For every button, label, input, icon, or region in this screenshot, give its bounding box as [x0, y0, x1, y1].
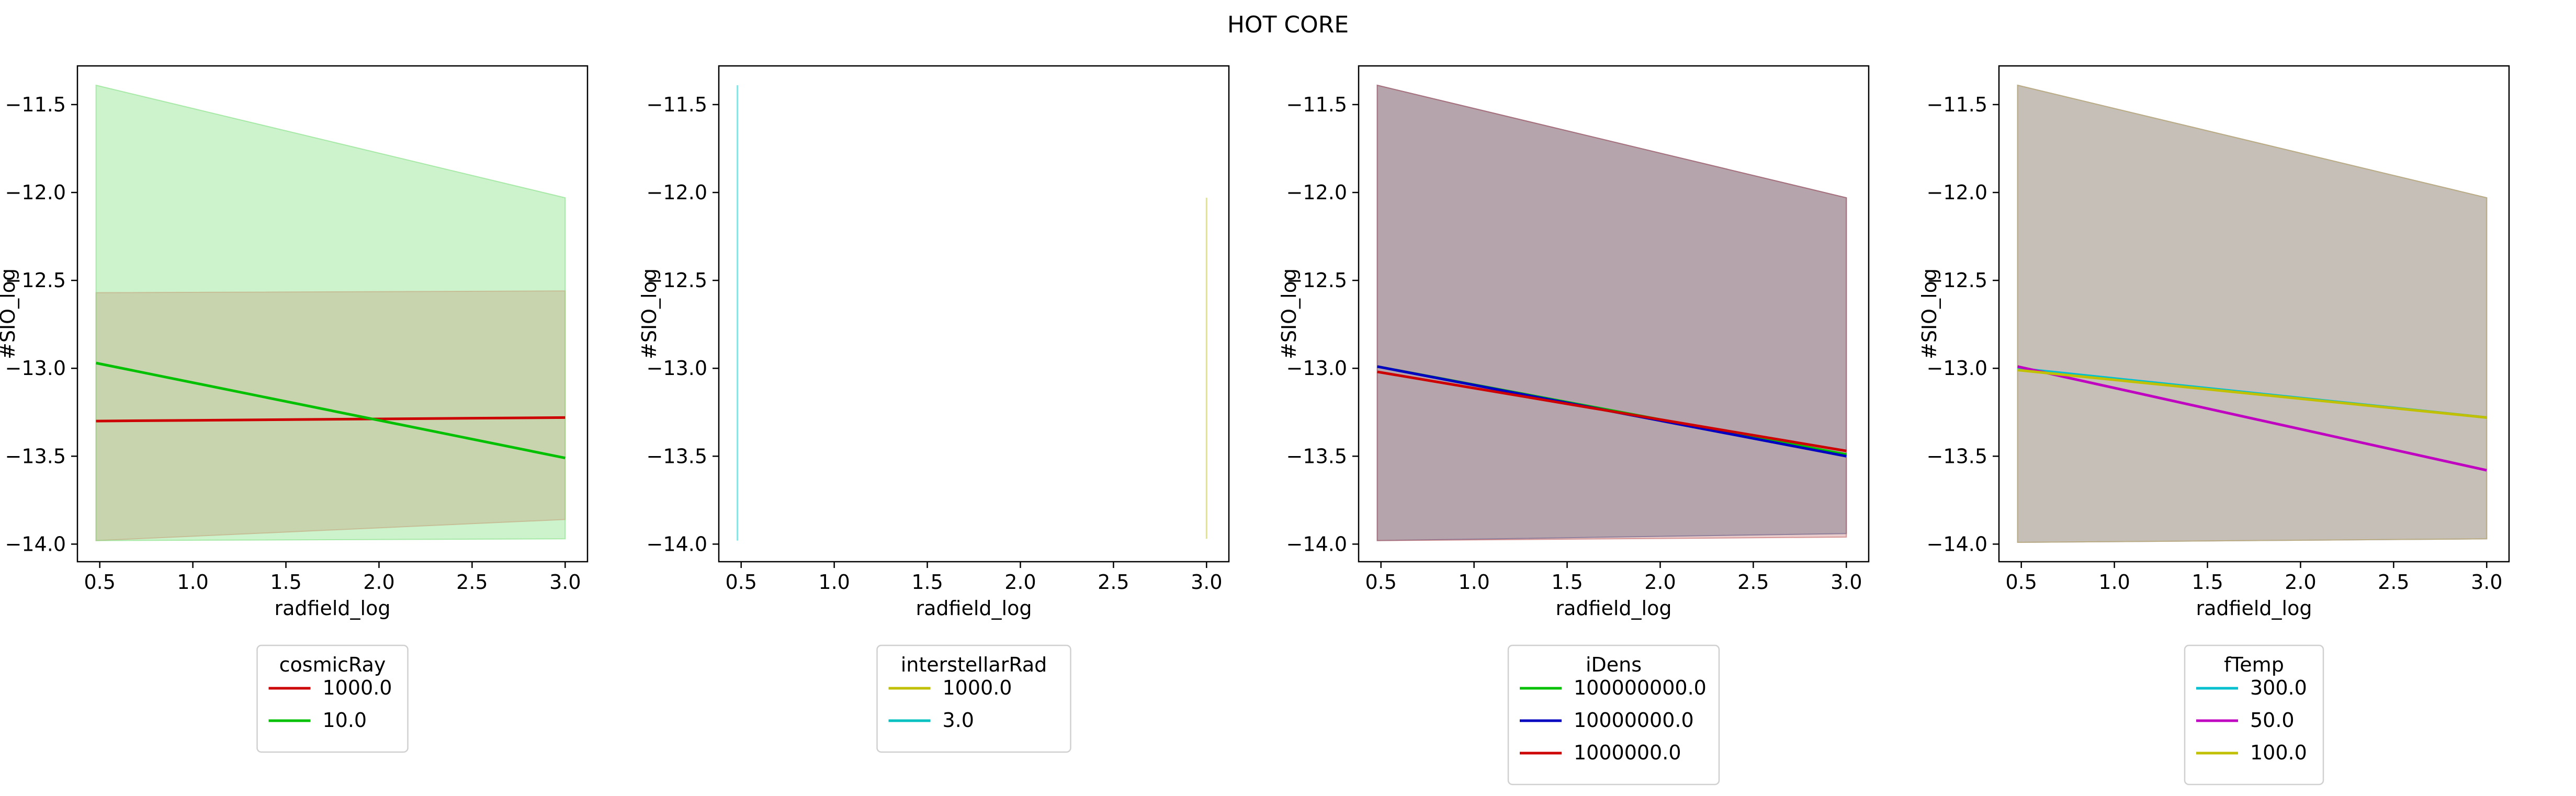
x-tick-label: 1.5: [1551, 571, 1583, 594]
legend-entry-label: 10000000.0: [1574, 709, 1694, 732]
series-line: [1377, 370, 1847, 452]
x-tick-label: 0.5: [84, 571, 115, 594]
x-axis-label: radfield_log: [275, 597, 391, 620]
legend-title: iDens: [1586, 653, 1642, 676]
y-tick-label: −13.5: [1927, 445, 1987, 468]
legend-entry-label: 1000.0: [943, 676, 1012, 699]
x-tick-label: 3.0: [549, 571, 581, 594]
y-tick-label: −13.5: [647, 445, 707, 468]
y-tick-label: −12.5: [1927, 269, 1987, 292]
x-tick-label: 3.0: [1191, 571, 1222, 594]
series-line: [96, 361, 566, 460]
legend-title: fTemp: [2224, 653, 2284, 676]
x-tick-label: 3.0: [2471, 571, 2502, 594]
y-tick-label: −12.0: [647, 181, 707, 204]
x-tick-label: 2.0: [363, 571, 394, 594]
x-tick-label: 1.5: [2191, 571, 2223, 594]
x-tick-label: 2.0: [1004, 571, 1036, 594]
confidence-band: [2017, 84, 2488, 543]
y-axis-label: #SIO_log: [0, 268, 19, 359]
legend-title: interstellarRad: [901, 653, 1047, 676]
y-tick-label: −13.0: [5, 357, 66, 380]
legend-entry-label: 3.0: [943, 709, 974, 732]
legend-title: cosmicRay: [279, 653, 386, 676]
figure-title: HOT CORE: [1227, 12, 1349, 38]
y-tick-label: −13.0: [647, 357, 707, 380]
y-tick-label: −12.5: [647, 269, 707, 292]
x-tick-label: 2.5: [456, 571, 488, 594]
x-tick-label: 0.5: [1365, 571, 1396, 594]
y-tick-label: −14.0: [647, 532, 707, 555]
x-axis-label: radfield_log: [916, 597, 1032, 620]
series-line: [2017, 365, 2487, 472]
subplots: 0.5 1.0 1.5 2.0 2.5 3.0 −14.0 −13.5 −13.0 −12.5 −1…: [0, 65, 2510, 786]
subplot-4: 0.5 1.0 1.5 2.0 2.5 3.0 −14.0 −13.5 −13.0 −12.5 −1…: [1918, 65, 2510, 786]
y-tick-label: −12.5: [1286, 269, 1347, 292]
y-tick-label: −14.0: [1286, 532, 1347, 555]
x-tick-label: 1.0: [2098, 571, 2130, 594]
x-tick-label: 1.5: [911, 571, 943, 594]
legend-entry-label: 100.0: [2250, 741, 2307, 764]
legend-entry-label: 50.0: [2250, 709, 2295, 732]
y-tick-label: −12.0: [5, 181, 66, 204]
legend-entry-label: 1000.0: [323, 676, 392, 699]
x-tick-label: 2.0: [2285, 571, 2316, 594]
legend-frame: [876, 644, 1071, 753]
confidence-band: [95, 84, 566, 541]
series-line: [2017, 369, 2487, 419]
legend-entry-label: 300.0: [2250, 676, 2307, 699]
y-axis-label: #SIO_log: [638, 268, 661, 359]
x-tick-label: 2.5: [2378, 571, 2409, 594]
y-tick-label: −12.0: [1927, 181, 1987, 204]
legend-frame: [256, 644, 409, 753]
y-tick-label: −11.5: [647, 93, 707, 116]
axes-frame: [718, 65, 1230, 563]
y-tick-label: −11.5: [1286, 93, 1347, 116]
x-axis-label: radfield_log: [1556, 597, 1672, 620]
x-tick-label: 2.5: [1737, 571, 1769, 594]
confidence-band: [1376, 84, 1847, 541]
y-tick-label: −13.5: [1286, 445, 1347, 468]
x-tick-label: 1.0: [818, 571, 850, 594]
legend-entry-label: 10.0: [323, 709, 367, 732]
y-tick-label: −12.0: [1286, 181, 1347, 204]
y-tick-label: −13.5: [5, 445, 66, 468]
y-tick-label: −11.5: [1927, 93, 1987, 116]
subplot-1: 0.5 1.0 1.5 2.0 2.5 3.0 −14.0 −13.5 −13.0 −12.5 −1…: [0, 65, 589, 753]
y-axis-label: #SIO_log: [1918, 268, 1941, 359]
axes-frame: [1358, 65, 1870, 563]
legend-entry-label: 1000000.0: [1574, 741, 1681, 764]
subplot-3: 0.5 1.0 1.5 2.0 2.5 3.0 −14.0 −13.5 −13.0 −12.5 −1…: [1278, 65, 1870, 786]
x-tick-label: 1.0: [177, 571, 208, 594]
series-line: [96, 416, 566, 423]
y-tick-label: −12.5: [5, 269, 66, 292]
x-tick-label: 2.5: [1098, 571, 1129, 594]
y-tick-label: −13.0: [1286, 357, 1347, 380]
y-tick-label: −11.5: [5, 93, 66, 116]
axes-frame: [76, 65, 589, 563]
y-axis-label: #SIO_log: [1278, 268, 1301, 359]
legend-entry-label: 100000000.0: [1574, 676, 1707, 699]
axes-frame: [1998, 65, 2510, 563]
subplot-2: 0.5 1.0 1.5 2.0 2.5 3.0 −14.0 −13.5 −13.0 −12.5 −1…: [638, 65, 1230, 753]
y-tick-label: −14.0: [1927, 532, 1987, 555]
legend-frame: [1507, 644, 1720, 786]
x-axis-label: radfield_log: [2196, 597, 2312, 620]
x-tick-label: 0.5: [725, 571, 756, 594]
x-tick-label: 0.5: [2005, 571, 2037, 594]
x-tick-label: 3.0: [1831, 571, 1862, 594]
y-tick-label: −13.0: [1927, 357, 1987, 380]
x-tick-label: 1.0: [1458, 571, 1489, 594]
x-tick-label: 2.0: [1644, 571, 1676, 594]
legend-frame: [2184, 644, 2324, 786]
y-tick-label: −14.0: [5, 532, 66, 555]
x-tick-label: 1.5: [270, 571, 301, 594]
